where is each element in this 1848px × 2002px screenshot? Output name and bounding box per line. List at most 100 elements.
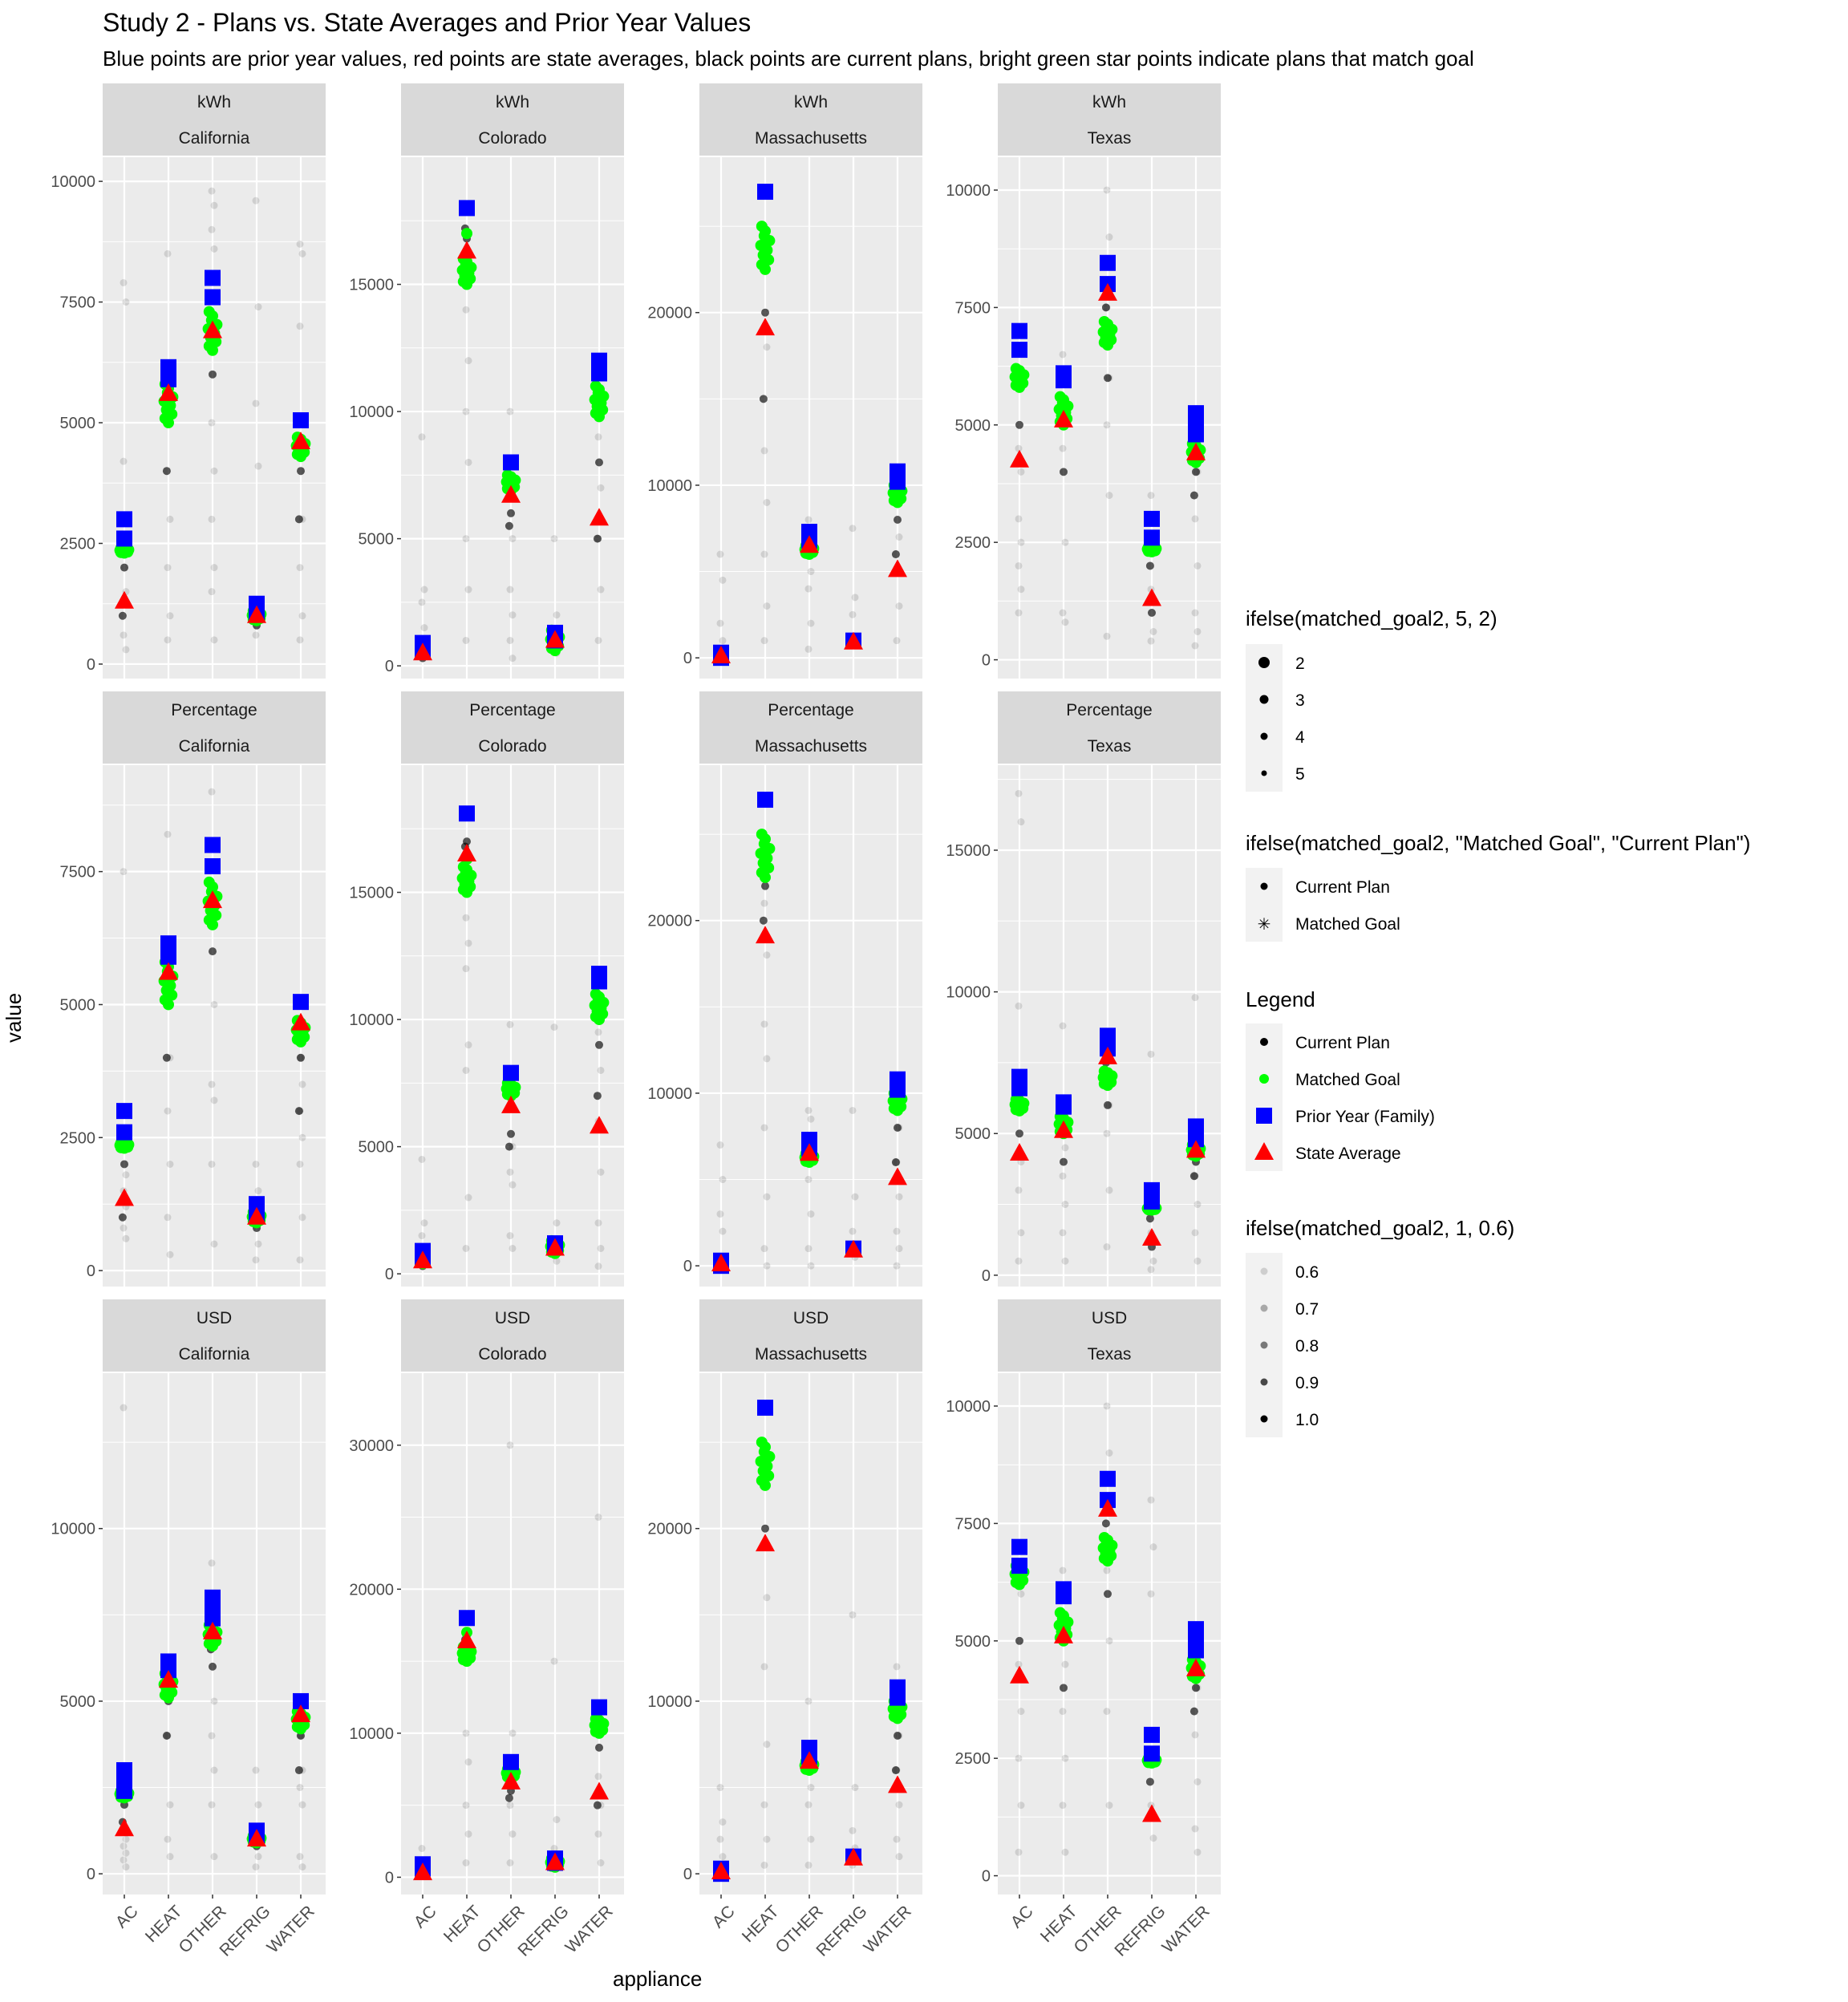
state-average-point bbox=[844, 1847, 863, 1866]
faint-plan-point bbox=[164, 636, 172, 644]
prior-year-point bbox=[116, 1124, 132, 1141]
faint-plan-point bbox=[296, 636, 304, 644]
faint-plan-point bbox=[1147, 1590, 1155, 1598]
matched-goal-point bbox=[1098, 1065, 1110, 1077]
matched-goal-point bbox=[501, 469, 513, 481]
faint-plan-point bbox=[298, 1801, 306, 1809]
faint-plan-point bbox=[1059, 1172, 1067, 1180]
faint-plan-point bbox=[254, 1187, 262, 1195]
y-tick-label: 5000 bbox=[359, 531, 395, 549]
panel-background bbox=[699, 157, 922, 679]
faint-plan-point bbox=[164, 1107, 172, 1115]
faint-plan-point bbox=[1103, 1566, 1111, 1574]
x-tick-label: AC bbox=[112, 1902, 142, 1931]
faint-plan-point bbox=[597, 1858, 605, 1866]
current-plan-point bbox=[507, 1129, 515, 1138]
state-average-point bbox=[1054, 1625, 1073, 1643]
facet-label-state: Texas bbox=[1088, 129, 1132, 148]
faint-plan-point bbox=[120, 1404, 128, 1412]
faint-plan-point bbox=[166, 515, 174, 523]
prior-year-point bbox=[160, 371, 176, 387]
faint-plan-point bbox=[1015, 1257, 1023, 1265]
faint-plan-point bbox=[122, 1863, 130, 1871]
y-tick-label: 10000 bbox=[946, 182, 991, 200]
facet-strip bbox=[401, 691, 624, 764]
current-plan-point bbox=[1192, 468, 1200, 476]
state-average-point bbox=[590, 508, 609, 526]
faint-plan-point bbox=[1059, 1566, 1067, 1574]
current-plan-point bbox=[595, 1743, 603, 1752]
state-average-point bbox=[711, 1254, 731, 1272]
y-tick-label: 10000 bbox=[647, 1693, 692, 1711]
faint-plan-point bbox=[895, 1801, 903, 1809]
faint-plan-point bbox=[1017, 1590, 1025, 1598]
legend-current-plan-key bbox=[1260, 1038, 1268, 1046]
faint-plan-point bbox=[849, 1106, 857, 1114]
legend-4: ifelse(matched_goal2, 1, 0.6) 0.6 0.7 0.8 0.… bbox=[1246, 1216, 1514, 1437]
state-average-point bbox=[247, 605, 266, 623]
state-average-point bbox=[1054, 1120, 1073, 1138]
prior-year-point bbox=[205, 289, 221, 306]
panel-percentage-massachusetts: Percentage Massachusetts 0 10000 20000 bbox=[647, 691, 922, 1287]
facet-label-state: California bbox=[179, 737, 250, 756]
matched-goal-point bbox=[1054, 391, 1066, 403]
faint-plan-point bbox=[716, 1141, 724, 1149]
legend-title: ifelse(matched_goal2, 1, 0.6) bbox=[1246, 1216, 1514, 1240]
faint-plan-point bbox=[763, 1055, 771, 1063]
faint-plan-point bbox=[804, 1106, 813, 1114]
faint-plan-point bbox=[1061, 618, 1069, 626]
legend-size-key bbox=[1258, 657, 1270, 668]
facet-label-metric: USD bbox=[1092, 1309, 1127, 1327]
legend-shape-star: ✳ bbox=[1258, 916, 1271, 934]
prior-year-point bbox=[293, 994, 309, 1011]
prior-year-point bbox=[205, 858, 221, 875]
state-average-point bbox=[457, 843, 476, 861]
faint-plan-point bbox=[719, 1176, 727, 1184]
faint-plan-point bbox=[1194, 1257, 1202, 1265]
faint-plan-point bbox=[807, 619, 815, 627]
prior-year-point bbox=[1056, 1098, 1072, 1115]
faint-plan-point bbox=[1105, 1449, 1113, 1457]
faint-plan-point bbox=[1017, 538, 1025, 546]
faint-plan-point bbox=[210, 467, 218, 475]
state-average-point bbox=[1142, 1804, 1161, 1822]
prior-year-point bbox=[757, 1400, 773, 1416]
state-average-point bbox=[711, 1862, 731, 1880]
faint-plan-point bbox=[462, 535, 470, 543]
faint-plan-point bbox=[166, 1801, 174, 1809]
faint-plan-point bbox=[1191, 642, 1199, 650]
legend-key-bg bbox=[1246, 1253, 1283, 1290]
legend-item-label: 2 bbox=[1295, 654, 1305, 673]
faint-plan-point bbox=[296, 1160, 304, 1168]
faint-plan-point bbox=[298, 1863, 306, 1871]
prior-year-point bbox=[1056, 1588, 1072, 1605]
facet-label-metric: USD bbox=[495, 1309, 530, 1327]
faint-plan-point bbox=[296, 1853, 304, 1861]
faint-plan-point bbox=[506, 636, 514, 644]
faint-plan-point bbox=[462, 1858, 470, 1866]
current-plan-point bbox=[505, 1142, 513, 1151]
current-plan-point bbox=[1104, 374, 1112, 383]
y-tick-label: 0 bbox=[683, 650, 692, 667]
faint-plan-point bbox=[506, 1441, 514, 1449]
faint-plan-point bbox=[895, 1193, 903, 1201]
y-tick-label: 20000 bbox=[647, 1521, 692, 1538]
legend-item-label: 1.0 bbox=[1295, 1411, 1319, 1429]
y-tick-label: 20000 bbox=[647, 913, 692, 930]
facet-label-state: Massachusetts bbox=[755, 129, 867, 148]
state-average-point bbox=[115, 1188, 134, 1206]
faint-plan-point bbox=[122, 1234, 130, 1242]
state-average-point bbox=[501, 1095, 521, 1113]
facet-label-metric: kWh bbox=[794, 93, 828, 111]
current-plan-point bbox=[1104, 1590, 1112, 1599]
facet-label-state: Colorado bbox=[478, 1345, 546, 1364]
matched-goal-point bbox=[760, 854, 771, 866]
faint-plan-point bbox=[893, 637, 901, 645]
matched-goal-point bbox=[1098, 315, 1110, 327]
prior-year-point bbox=[1144, 510, 1160, 527]
faint-plan-point bbox=[895, 1853, 903, 1861]
state-average-point bbox=[1142, 1227, 1161, 1246]
facet-strip bbox=[699, 1299, 922, 1372]
faint-plan-point bbox=[895, 602, 903, 610]
